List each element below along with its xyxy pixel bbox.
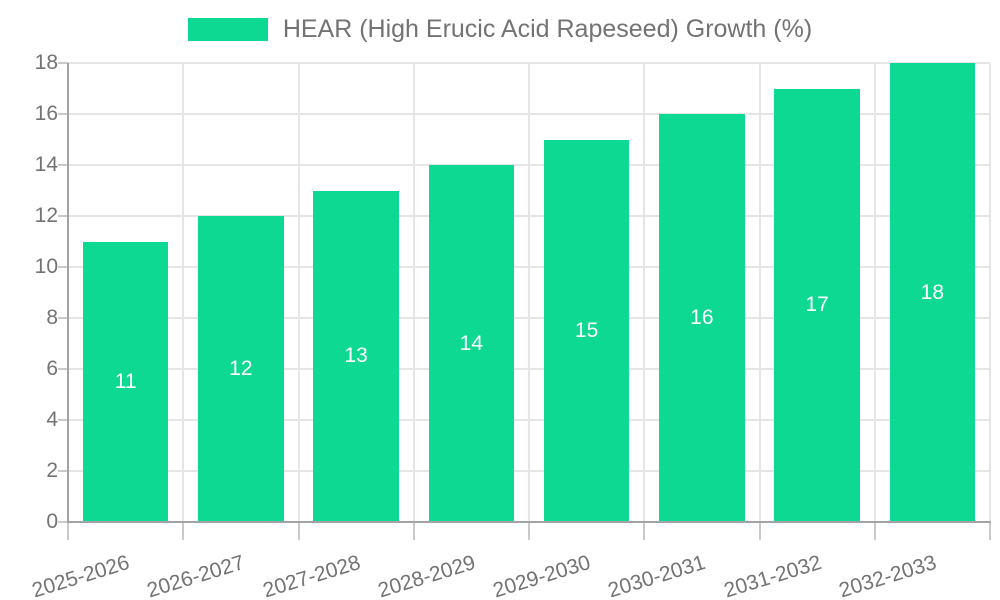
- legend-item[interactable]: HEAR (High Erucic Acid Rapeseed) Growth …: [187, 15, 813, 44]
- x-axis-tick: [643, 522, 646, 540]
- x-axis-tick: [873, 522, 876, 540]
- bar-2027-2028[interactable]: 13: [313, 190, 399, 522]
- x-axis-tick: [297, 522, 300, 540]
- gridline-vertical: [528, 63, 530, 522]
- y-axis-tick: [58, 113, 68, 115]
- bar-value-label: 12: [229, 357, 253, 380]
- y-axis-tick-label: 8: [46, 306, 58, 329]
- y-axis-tick-label: 0: [46, 510, 58, 533]
- gridline-vertical: [989, 63, 991, 522]
- gridline-vertical: [297, 63, 300, 522]
- y-axis-tick-label: 14: [34, 153, 58, 176]
- bar-2030-2031[interactable]: 16: [659, 114, 745, 522]
- x-axis-tick-label: 2027-2028: [260, 551, 363, 600]
- y-axis-tick-label: 16: [34, 102, 58, 125]
- bar-2028-2029[interactable]: 14: [428, 165, 514, 522]
- y-axis-tick: [58, 62, 68, 64]
- gridline-vertical: [758, 63, 761, 522]
- bar-2029-2030[interactable]: 15: [543, 139, 630, 522]
- x-axis-tick-label: 2029-2030: [490, 551, 594, 600]
- x-axis-tick: [758, 522, 761, 540]
- x-axis-tick-label: 2026-2027: [144, 551, 248, 600]
- y-axis-tick: [58, 317, 68, 319]
- bar-2032-2033[interactable]: 18: [889, 63, 975, 522]
- y-axis-tick-label: 4: [46, 408, 58, 431]
- legend-label: HEAR (High Erucic Acid Rapeseed) Growth …: [282, 15, 813, 43]
- gridline-vertical: [873, 63, 876, 522]
- bar-value-label: 15: [574, 318, 599, 342]
- x-axis-line: [67, 521, 991, 523]
- x-axis-tick: [528, 522, 530, 540]
- y-axis-tick: [58, 215, 68, 217]
- bar-2025-2026[interactable]: 11: [82, 241, 169, 522]
- y-axis-tick: [58, 368, 68, 370]
- y-axis-tick-label: 18: [34, 51, 58, 74]
- legend-swatch-icon: [187, 18, 268, 41]
- bar-value-label: 18: [920, 280, 945, 304]
- bar-value-label: 16: [690, 306, 714, 329]
- bar-value-label: 13: [344, 344, 368, 368]
- bar-value-label: 17: [805, 293, 829, 317]
- legend: HEAR (High Erucic Acid Rapeseed) Growth …: [0, 15, 1000, 44]
- gridline-vertical: [182, 63, 185, 522]
- bar-value-label: 14: [459, 331, 484, 355]
- bar-2031-2032[interactable]: 17: [774, 88, 860, 522]
- x-axis-tick-label: 2025-2026: [29, 551, 133, 600]
- y-axis-tick: [58, 164, 68, 166]
- y-axis-tick: [58, 470, 68, 472]
- x-axis-tick: [182, 522, 185, 540]
- x-axis-tick: [412, 522, 415, 540]
- gridline-vertical: [643, 63, 646, 522]
- y-axis-tick: [58, 266, 68, 268]
- y-axis-tick: [58, 419, 68, 421]
- x-axis-tick: [67, 522, 69, 540]
- gridline-vertical: [412, 63, 415, 522]
- bar-2026-2027[interactable]: 12: [198, 216, 284, 522]
- bar-value-label: 11: [114, 369, 137, 393]
- y-axis-tick: [58, 521, 68, 523]
- x-axis-tick-label: 2031-2032: [721, 551, 824, 600]
- y-axis-line: [67, 63, 69, 522]
- x-axis-tick-label: 2030-2031: [605, 551, 709, 600]
- x-axis-tick-label: 2028-2029: [375, 551, 479, 600]
- x-axis-tick: [989, 522, 991, 540]
- y-axis-tick-label: 12: [34, 204, 58, 227]
- x-axis-tick-label: 2032-2033: [836, 551, 940, 600]
- y-axis-tick-label: 2: [46, 459, 58, 482]
- y-axis-tick-label: 10: [34, 255, 58, 278]
- y-axis-tick-label: 6: [46, 357, 58, 380]
